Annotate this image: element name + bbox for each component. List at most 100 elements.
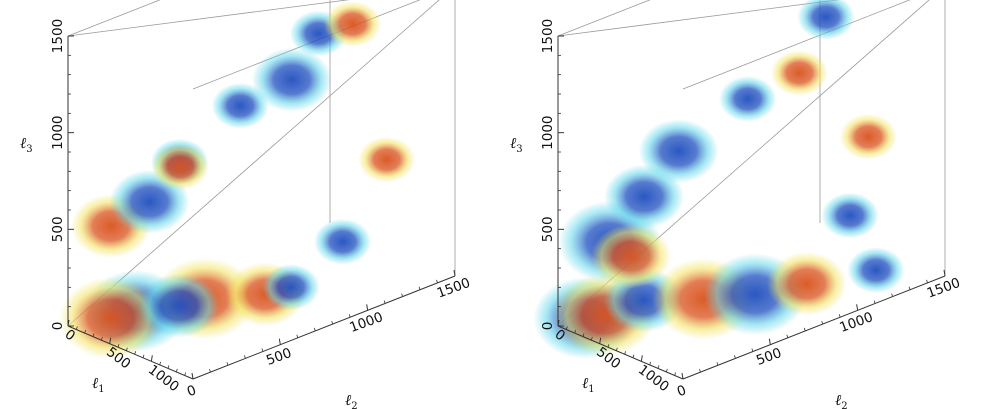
- l2-tick-mark: [278, 338, 281, 345]
- l1-minor-tick: [84, 329, 87, 334]
- l2-tick-label: 1000: [837, 309, 875, 336]
- l3-tick-label: 0: [540, 322, 556, 331]
- isosurface-blob: [151, 143, 210, 190]
- isosurface-blob: [251, 47, 332, 112]
- l1-minor-tick: [100, 337, 103, 341]
- l3-tick-label: 1500: [50, 19, 66, 53]
- l3-tick-label: 1000: [50, 115, 66, 149]
- l2-tick-label: 0: [185, 382, 199, 400]
- l3-tick-label: 1000: [540, 115, 556, 149]
- l1-minor-tick: [607, 344, 610, 348]
- l2-minor-tick: [209, 369, 211, 373]
- l1-minor-tick: [167, 365, 170, 369]
- l2-axis: [682, 275, 946, 380]
- l1-tick-mark: [640, 355, 643, 362]
- l3-tick-label: 1500: [540, 19, 556, 53]
- l2-minor-tick: [716, 362, 719, 366]
- right-panel: 0 500 1000 1500 0 500 1000 0 500 1000 1500 ℓ3 ℓ1 ℓ2: [490, 0, 980, 409]
- l2-tick-label: 1500: [925, 275, 963, 302]
- l2-minor-tick: [891, 293, 893, 297]
- l1-minor-tick: [142, 354, 145, 358]
- l3-tick-label: 500: [50, 216, 66, 242]
- l1-minor-tick: [665, 368, 668, 373]
- l1-tick-mark: [150, 355, 153, 362]
- box-edge: [67, 0, 440, 327]
- l2-tick-label: 500: [754, 345, 784, 369]
- l2-minor-tick: [313, 327, 316, 332]
- l1-minor-tick: [565, 326, 568, 330]
- isosurface-blob: [638, 119, 719, 184]
- l2-tick-label: 500: [264, 345, 294, 369]
- l1-minor-tick: [674, 372, 677, 376]
- l1-tick-mark: [109, 337, 112, 344]
- isosurface-blob: [766, 251, 847, 316]
- l2-minor-tick: [261, 348, 264, 352]
- l1-minor-tick: [134, 351, 137, 355]
- isosurface-blob: [839, 113, 898, 160]
- isosurface-blob: [591, 224, 672, 289]
- l1-tick-mark: [599, 337, 602, 344]
- l2-tick-mark: [453, 269, 456, 277]
- isosurface-blob: [821, 192, 879, 239]
- l1-minor-tick: [75, 326, 78, 330]
- l1-axis: [67, 325, 194, 380]
- left-panel: 0 500 1000 1500 0 500 1000 0 500 1000 1500 ℓ3 ℓ1 ℓ2: [0, 0, 490, 409]
- l2-tick-mark: [681, 372, 684, 380]
- l2-minor-tick: [436, 279, 438, 283]
- l2-tick-label: 0: [675, 382, 689, 400]
- l2-minor-tick: [383, 300, 386, 304]
- l2-tick-mark: [768, 338, 771, 345]
- l3-axis-label: ℓ3: [20, 134, 33, 155]
- l2-tick-mark: [943, 269, 946, 277]
- l2-axis: [192, 275, 456, 380]
- isosurface-blob: [770, 49, 829, 96]
- l3-tick-label: 0: [50, 322, 66, 331]
- l1-minor-tick: [184, 372, 187, 376]
- l1-minor-tick: [175, 368, 178, 373]
- box-edge: [67, 0, 161, 37]
- l2-minor-tick: [873, 300, 876, 304]
- l2-minor-tick: [296, 334, 299, 338]
- l1-minor-tick: [590, 337, 593, 341]
- l2-minor-tick: [751, 348, 754, 352]
- l2-tick-mark: [191, 372, 194, 380]
- isosurface-blob: [313, 218, 372, 265]
- l1-minor-tick: [615, 347, 618, 351]
- isosurface-blob: [718, 75, 777, 122]
- l1-minor-tick: [624, 351, 627, 355]
- l3-axis-label: ℓ3: [510, 134, 523, 155]
- l2-axis-label: ℓ2: [345, 391, 358, 409]
- l2-axis-label: ℓ2: [835, 391, 848, 409]
- l2-minor-tick: [926, 279, 928, 283]
- l1-minor-tick: [117, 344, 120, 348]
- isosurface-blob: [357, 136, 416, 183]
- l1-minor-tick: [657, 365, 660, 369]
- l1-minor-tick: [159, 361, 162, 365]
- l1-tick-mark: [67, 319, 70, 327]
- l2-minor-tick: [838, 314, 841, 318]
- l1-minor-tick: [649, 361, 652, 365]
- l1-axis-label: ℓ1: [582, 374, 595, 395]
- l3-tick-label: 500: [540, 216, 556, 242]
- l2-minor-tick: [418, 286, 421, 290]
- l2-minor-tick: [331, 320, 334, 325]
- box-edge: [557, 0, 651, 37]
- l1-axis: [557, 325, 684, 380]
- l1-axis-label: ℓ1: [92, 374, 105, 395]
- l2-minor-tick: [226, 362, 229, 366]
- l2-tick-mark: [366, 304, 369, 311]
- l2-tick-mark: [856, 304, 859, 311]
- l2-minor-tick: [348, 314, 351, 318]
- l2-minor-tick: [803, 327, 806, 332]
- l1-minor-tick: [574, 329, 577, 334]
- box-edge: [67, 0, 350, 37]
- l2-minor-tick: [401, 293, 403, 297]
- l1-minor-tick: [92, 333, 95, 337]
- isosurface-blob: [847, 247, 905, 294]
- l1-minor-tick: [632, 354, 635, 358]
- l2-minor-tick: [786, 334, 789, 338]
- box-edge: [557, 0, 840, 37]
- l2-minor-tick: [244, 355, 246, 359]
